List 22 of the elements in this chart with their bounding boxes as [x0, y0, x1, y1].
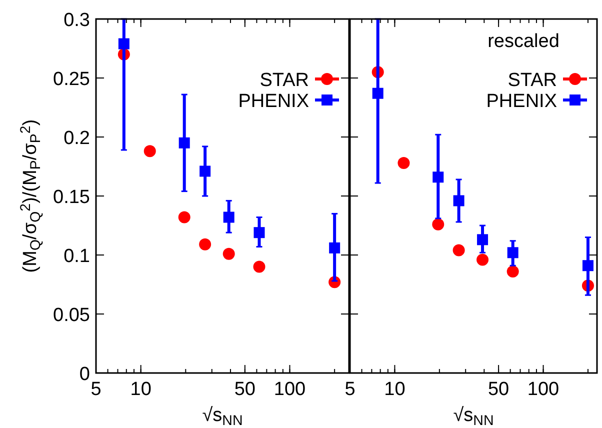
- legend-label: PHENIX: [486, 91, 558, 112]
- x-tick-label: 50: [234, 379, 256, 400]
- annotation: rescaled: [488, 31, 560, 52]
- y-tick-label: 0.1: [64, 246, 90, 267]
- y-tick-label: 0.25: [53, 69, 90, 90]
- legend-label: PHENIX: [238, 91, 310, 112]
- x-axis-title: √s$_{NN}$: [453, 405, 494, 428]
- legend-label: STAR: [508, 70, 557, 91]
- legend-label: STAR: [260, 70, 309, 91]
- x-tick-label: 10: [130, 379, 152, 400]
- y-tick-label: 0.05: [53, 305, 90, 326]
- y-tick-label: 0.3: [64, 10, 90, 31]
- y-tick-label: 0.2: [64, 128, 90, 149]
- x-tick-label: 5: [90, 379, 102, 400]
- y-tick-label: 0.15: [53, 187, 90, 208]
- x-axis-title: √s$_{NN}$: [202, 405, 243, 428]
- x-tick-label: 5: [344, 379, 356, 400]
- x-tick-label: 100: [274, 379, 306, 400]
- x-tick-label: 10: [384, 379, 406, 400]
- y-tick-label: 0: [79, 364, 90, 385]
- x-tick-label: 100: [527, 379, 560, 400]
- x-tick-label: 50: [488, 379, 510, 400]
